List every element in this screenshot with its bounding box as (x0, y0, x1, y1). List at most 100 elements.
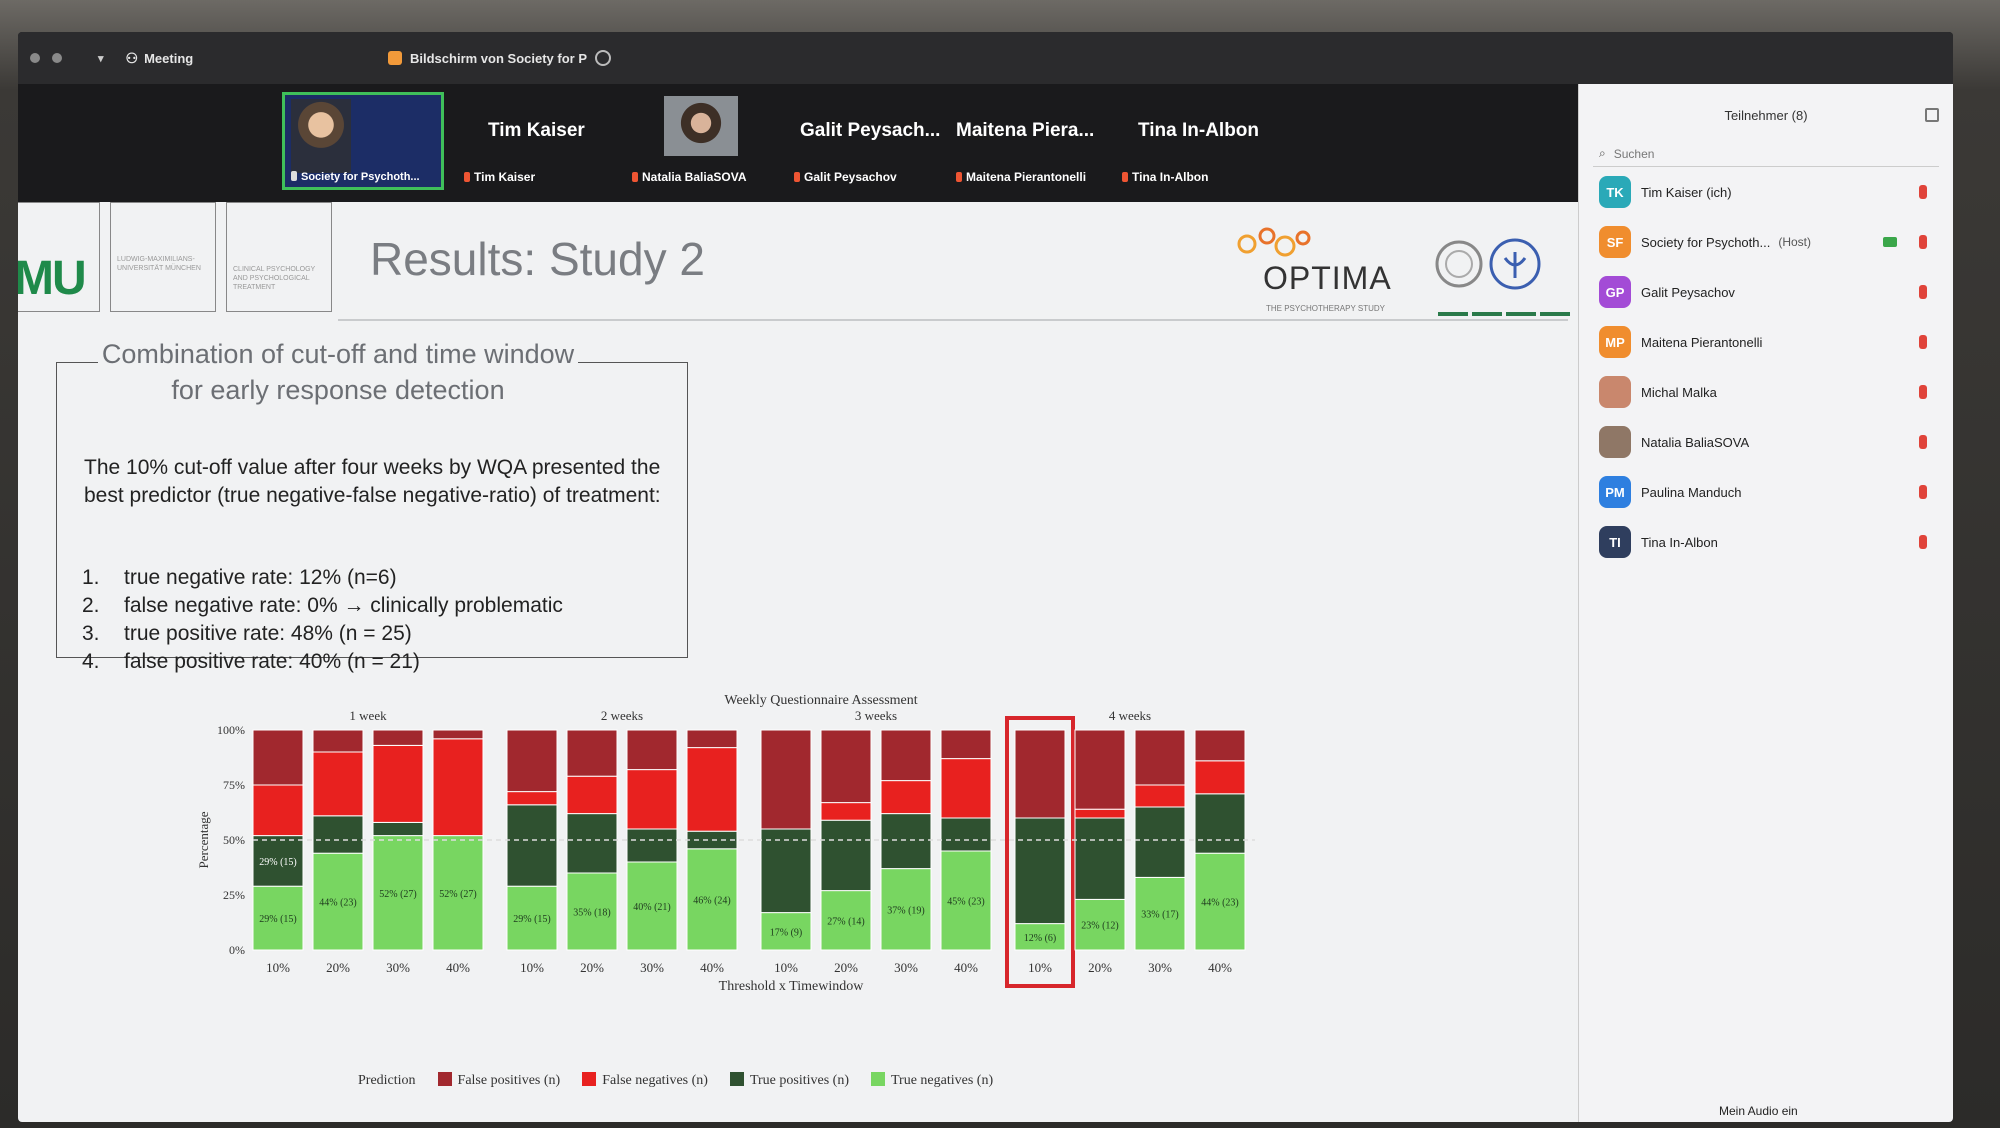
x-tick-label: 30% (640, 960, 664, 975)
bar-segment (1074, 729, 1126, 810)
bar-segment (760, 828, 812, 914)
data-label: 23% (12) (1081, 921, 1119, 932)
bar-segment (880, 868, 932, 951)
video-tile-tim-kaiser[interactable]: Tim Kaiser Tim Kaiser (458, 92, 618, 190)
x-tick-label: 20% (580, 960, 604, 975)
participant-row[interactable]: TK Tim Kaiser (ich) (1599, 172, 1939, 212)
summary-list-item: 3. true positive rate: 48% (n = 25) (82, 622, 412, 645)
screen-share-icon (388, 51, 402, 65)
mic-muted-icon[interactable] (1919, 335, 1927, 349)
screen-share-label: Bildschirm von Society for P (410, 50, 587, 66)
x-tick-label: 40% (1208, 960, 1232, 975)
participant-name: Natalia BaliaSOVA (1641, 434, 1750, 450)
tile-label: Galit Peysachov (804, 170, 897, 184)
tile-name: Galit Peysach... (800, 120, 941, 141)
bar-segment (760, 912, 812, 951)
avatar (1599, 426, 1631, 458)
x-tick-label: 40% (954, 960, 978, 975)
bar-segment (312, 815, 364, 854)
avatar: PM (1599, 476, 1631, 508)
tile-label: Society for Psychoth... (301, 171, 420, 183)
bar-segment (1074, 808, 1126, 819)
audio-button[interactable]: Mein Audio ein (1719, 1104, 1798, 1118)
bar-segment (312, 852, 364, 951)
data-label: 40% (21) (633, 902, 671, 913)
logo-box-department: CLINICAL PSYCHOLOGY AND PSYCHOLOGICAL TR… (226, 202, 332, 312)
chevron-down-icon[interactable]: ▾ (98, 52, 104, 65)
bar-segment (760, 729, 812, 830)
mic-muted-icon (956, 172, 962, 182)
bar-segment (1134, 876, 1186, 951)
video-tile-society[interactable]: Society for Psychoth... (282, 92, 444, 190)
optima-flower-logo (1237, 227, 1311, 257)
data-label: 44% (23) (319, 898, 357, 909)
meeting-menu[interactable]: ⚇ Meeting (126, 50, 194, 67)
bar-segment (686, 747, 738, 832)
participant-row[interactable]: MP Maitena Pierantonelli (1599, 322, 1939, 362)
avatar (1599, 376, 1631, 408)
bar-segment (940, 850, 992, 951)
participant-row[interactable]: TI Tina In-Albon (1599, 522, 1939, 562)
group-label: 4 weeks (1109, 708, 1151, 723)
mic-muted-icon[interactable] (1919, 235, 1927, 249)
mic-muted-icon[interactable] (1919, 385, 1927, 399)
data-label: 27% (14) (827, 916, 865, 927)
y-tick-label: 25% (223, 888, 245, 902)
x-tick-label: 10% (1028, 960, 1052, 975)
bar-segment (372, 821, 424, 837)
participant-row[interactable]: SF Society for Psychoth... (Host) (1599, 222, 1939, 262)
bar-segment (940, 817, 992, 852)
data-label: 52% (27) (379, 889, 417, 900)
bar-segment (626, 828, 678, 863)
highlight-box (1005, 716, 1075, 988)
bar-segment (1134, 729, 1186, 786)
legend-item-false-positives: False positives (n) (437, 1072, 560, 1089)
mic-muted-icon[interactable] (1919, 435, 1927, 449)
mic-muted-icon[interactable] (1919, 185, 1927, 199)
data-label: 12% (6) (1024, 933, 1057, 944)
bar-segment (940, 729, 992, 760)
summary-list-item: 2. false negative rate: 0% → clinically p… (82, 594, 563, 617)
legend-title: Prediction (358, 1072, 416, 1088)
mic-muted-icon[interactable] (1919, 535, 1927, 549)
bar-segment (626, 729, 678, 771)
screen-share-tab[interactable]: Bildschirm von Society for P (388, 50, 611, 66)
video-tile-natalia[interactable]: Natalia BaliaSOVA (624, 92, 784, 190)
bar-segment (566, 775, 618, 815)
window-close-dot[interactable] (30, 53, 40, 63)
participant-video (664, 96, 738, 156)
bar-segment (820, 802, 872, 821)
chart-legend: Prediction False positives (n) False neg… (358, 1072, 993, 1089)
y-tick-label: 50% (223, 833, 245, 847)
participants-panel: Teilnehmer (8) ⌕ Suchen TK Tim Kaiser (ic… (1578, 84, 1953, 1122)
options-icon[interactable] (595, 50, 611, 66)
group-label: 1 week (349, 708, 387, 723)
x-tick-label: 40% (446, 960, 470, 975)
participant-row[interactable]: GP Galit Peysachov (1599, 272, 1939, 312)
university-seal-icon (1435, 238, 1541, 290)
participants-search[interactable]: ⌕ Suchen (1593, 141, 1939, 167)
data-label: 29% (15) (259, 914, 297, 925)
data-label: 29% (15) (259, 857, 297, 868)
camera-icon[interactable] (1883, 237, 1897, 247)
video-tile-tina[interactable]: Tina In-Albon Tina In-Albon (1118, 92, 1288, 190)
participant-row[interactable]: Natalia BaliaSOVA (1599, 422, 1939, 462)
tile-label: Natalia BaliaSOVA (642, 170, 747, 184)
summary-intro: The 10% cut-off value after four weeks b… (84, 456, 661, 507)
group-label: 3 weeks (855, 708, 897, 723)
participant-row[interactable]: Michal Malka (1599, 372, 1939, 412)
popout-icon[interactable] (1925, 108, 1939, 122)
bar-segment (1134, 806, 1186, 878)
video-tile-maitena[interactable]: Maitena Piera... Maitena Pierantonelli (948, 92, 1113, 190)
logo-box-department-text: CLINICAL PSYCHOLOGY AND PSYCHOLOGICAL TR… (233, 266, 316, 291)
bar-segment (252, 885, 304, 951)
participant-row[interactable]: PM Paulina Manduch (1599, 472, 1939, 512)
mic-muted-icon[interactable] (1919, 285, 1927, 299)
logo-text: MU (18, 252, 87, 305)
bar-segment (880, 780, 932, 815)
speaker-video (291, 99, 351, 173)
window-minimize-dot[interactable] (52, 53, 62, 63)
x-axis-label: Threshold x Timewindow (719, 979, 865, 994)
video-tile-galit[interactable]: Galit Peysach... Galit Peysachov (788, 92, 948, 190)
mic-muted-icon[interactable] (1919, 485, 1927, 499)
